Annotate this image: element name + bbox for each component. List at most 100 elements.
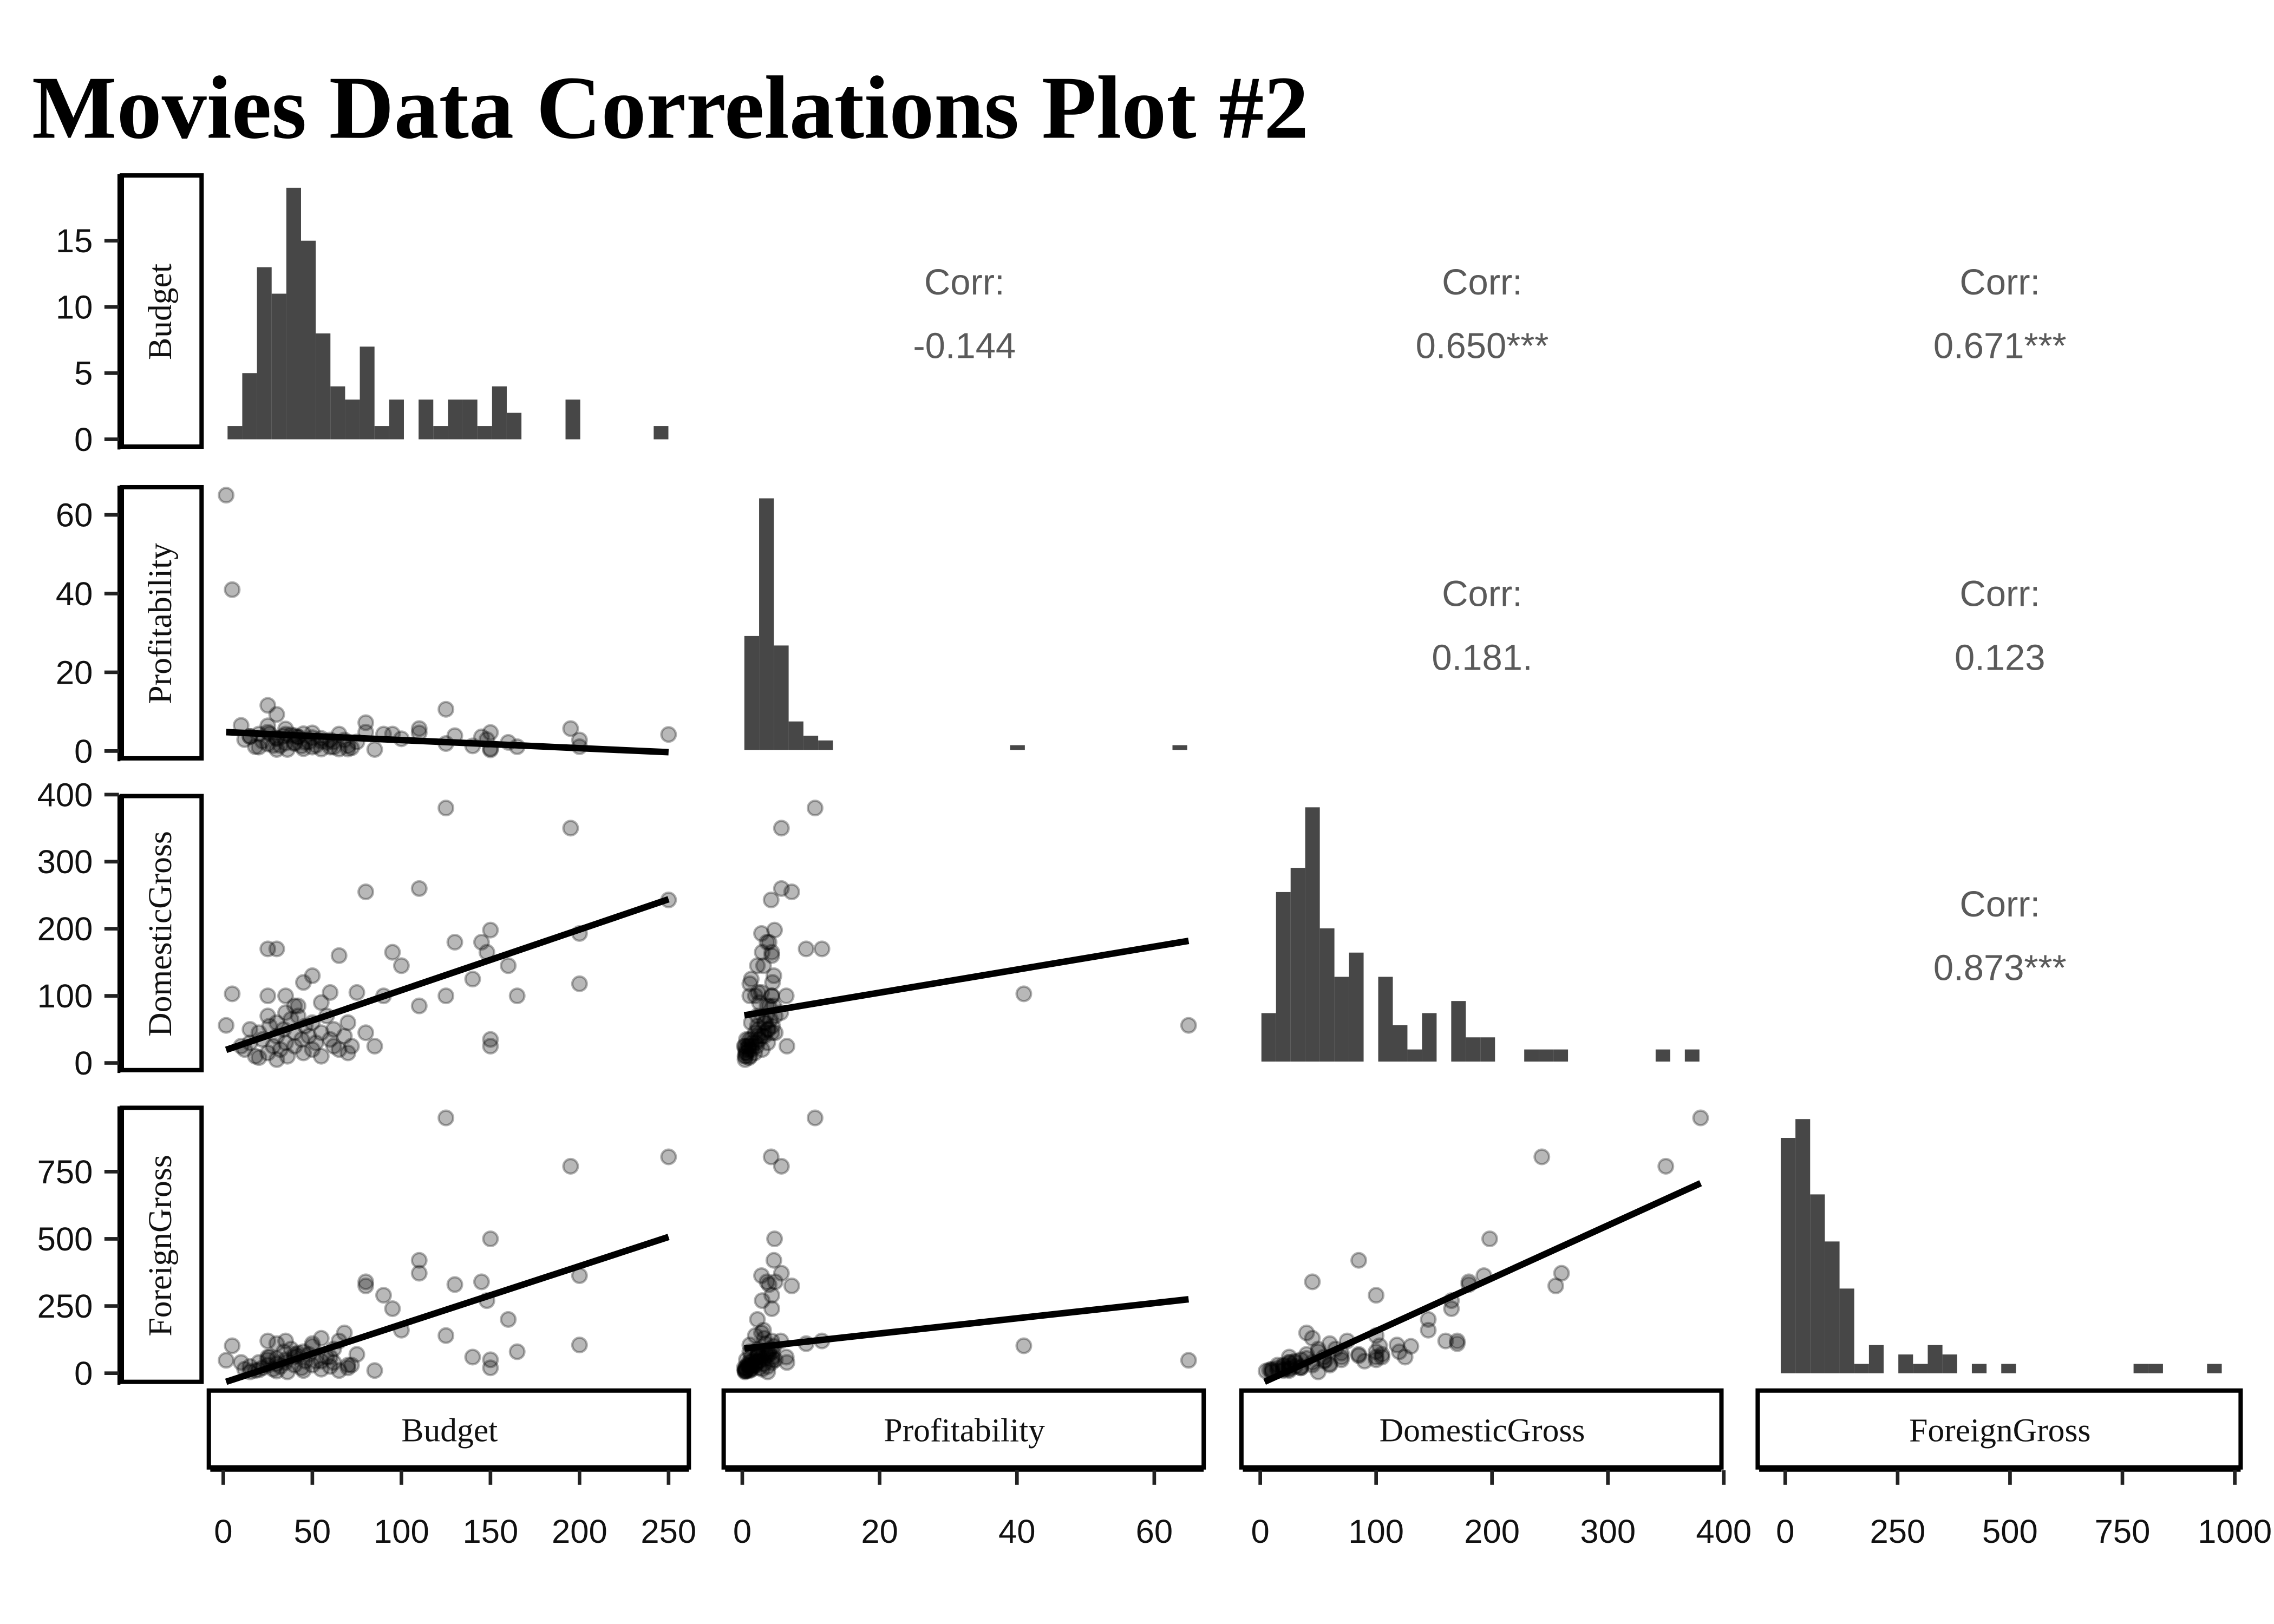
- histogram-profitability: [744, 498, 1187, 750]
- scatter-point: [1368, 1343, 1385, 1360]
- scatter-point: [339, 741, 357, 758]
- scatter-point: [813, 940, 831, 958]
- y-tick-label: 20: [56, 654, 93, 691]
- scatter-point: [777, 1348, 795, 1366]
- scatter-point: [264, 737, 282, 754]
- scatter-point: [756, 1014, 773, 1031]
- scatter-point: [747, 1354, 764, 1371]
- scatter-point: [763, 947, 781, 964]
- histogram-bar: [818, 740, 833, 750]
- scatter-point: [763, 987, 781, 1005]
- column-strip-label: Profitability: [884, 1412, 1045, 1449]
- scatter-point: [737, 1360, 754, 1378]
- histogram-bar: [759, 498, 774, 750]
- scatter-point: [259, 987, 277, 1005]
- histogram-bar: [360, 346, 375, 440]
- scatter-point: [743, 1034, 761, 1051]
- x-tick-label: 300: [1580, 1513, 1636, 1550]
- scatter-point: [762, 891, 780, 908]
- scatter-point: [218, 1352, 235, 1369]
- y-tick-label: 200: [37, 911, 93, 948]
- scatter-point: [1332, 1351, 1350, 1368]
- histogram-bar: [1553, 1049, 1569, 1062]
- scatter-point: [1553, 1265, 1570, 1282]
- scatter-point: [741, 1354, 758, 1371]
- histogram-bar: [506, 412, 522, 440]
- scatter-point: [279, 1047, 296, 1065]
- scatter-point: [312, 1360, 330, 1378]
- histogram-bar: [1422, 1013, 1437, 1062]
- scatter-point: [312, 994, 330, 1011]
- scatter-foreigngross-vs-profitability: [736, 1109, 1197, 1380]
- x-tick-label: 250: [1870, 1513, 1925, 1550]
- scatter-point: [766, 1230, 783, 1248]
- scatter-point: [763, 1287, 781, 1304]
- scatter-point: [1350, 1347, 1368, 1364]
- scatter-point: [660, 1148, 677, 1165]
- scatter-point: [759, 1347, 776, 1364]
- scatter-domesticgross-vs-profitability: [736, 800, 1197, 1068]
- scatter-point: [737, 1044, 754, 1062]
- y-tick-label: 0: [74, 421, 93, 459]
- scatter-point: [1481, 1230, 1498, 1248]
- scatter-point: [307, 1034, 325, 1051]
- scatter-point: [738, 1031, 755, 1048]
- scatter-point: [272, 737, 289, 754]
- scatter-point: [773, 880, 790, 897]
- x-tick-label: 100: [374, 1513, 429, 1550]
- histogram-bar: [1913, 1364, 1928, 1373]
- scatter-point: [277, 1332, 295, 1350]
- scatter-point: [741, 1047, 759, 1065]
- scatter-point: [736, 1363, 754, 1380]
- scatter-profitability-vs-budget: [218, 487, 677, 758]
- scatter-point: [773, 1157, 790, 1175]
- histogram-bar: [242, 373, 257, 440]
- x-tick-label: 1000: [2198, 1513, 2272, 1550]
- scatter-point: [773, 820, 790, 837]
- row-strip-profitability: [119, 484, 204, 761]
- scatter-point: [742, 1357, 760, 1374]
- scatter-point: [268, 1335, 285, 1352]
- scatter-point: [375, 1287, 393, 1304]
- scatter-point: [1180, 1352, 1197, 1369]
- scatter-point: [1304, 1273, 1321, 1291]
- scatter-point: [224, 1337, 241, 1354]
- scatter-point: [743, 1358, 761, 1375]
- scatter-point: [1396, 1348, 1414, 1366]
- scatter-point: [742, 1359, 760, 1377]
- x-tick-label: 100: [1348, 1513, 1404, 1550]
- scatter-point: [736, 1038, 754, 1055]
- scatter-point: [295, 740, 312, 757]
- scatter-point: [777, 987, 795, 1005]
- scatter-domesticgross-vs-budget: [218, 800, 677, 1068]
- scatter-point: [286, 1038, 303, 1055]
- x-tick-label: 250: [641, 1513, 696, 1550]
- scatter-point: [295, 1362, 312, 1379]
- scatter-point: [437, 1109, 455, 1127]
- scatter-point: [330, 1041, 348, 1058]
- column-strip-profitability: [721, 1388, 1206, 1470]
- scatter-point: [268, 1051, 285, 1068]
- x-tick-label: 750: [2095, 1513, 2151, 1550]
- scatter-point: [410, 880, 428, 897]
- scatter-point: [293, 1031, 310, 1048]
- scatter-point: [339, 1044, 357, 1062]
- scatter-point: [571, 1337, 588, 1354]
- scatter-point: [746, 1044, 763, 1062]
- corr-value: 0.873***: [1933, 948, 2067, 988]
- histogram-bar: [2133, 1364, 2148, 1373]
- scatter-point: [357, 883, 375, 901]
- scatter-point: [224, 581, 241, 598]
- scatter-point: [300, 1027, 317, 1045]
- scatter-point: [343, 1038, 360, 1055]
- regression-line: [743, 938, 1190, 1019]
- scatter-point: [330, 1362, 348, 1379]
- column-strip-label: Budget: [401, 1412, 498, 1449]
- scatter-point: [748, 1038, 766, 1055]
- scatter-point: [736, 1359, 753, 1377]
- scatter-point: [743, 1360, 761, 1378]
- corr-label: Corr:: [1959, 884, 2040, 925]
- scatter-point: [250, 738, 267, 756]
- scatter-point: [268, 940, 285, 958]
- scatter-point: [737, 1047, 754, 1065]
